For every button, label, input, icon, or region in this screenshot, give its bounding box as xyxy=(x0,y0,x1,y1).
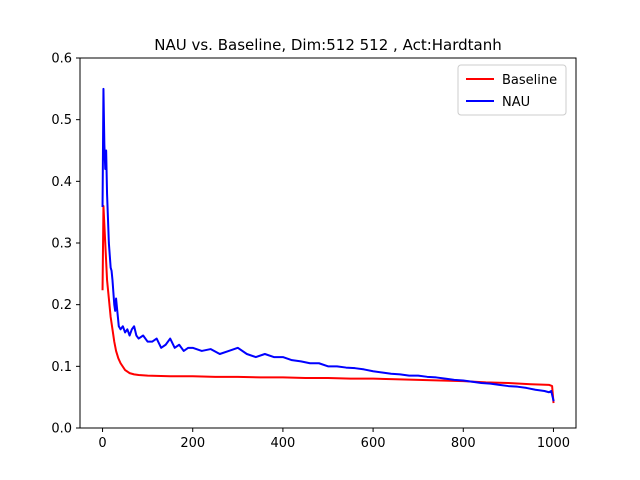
y-tick-label: 0.3 xyxy=(51,237,72,252)
x-tick-label: 1000 xyxy=(537,436,570,451)
x-tick-label: 200 xyxy=(180,436,205,451)
plot-area xyxy=(101,87,555,404)
legend-label-baseline: Baseline xyxy=(502,73,557,88)
y-tick-label: 0.6 xyxy=(51,52,72,67)
x-tick-label: 0 xyxy=(98,436,106,451)
axes: 0 200 400 600 800 1000 0.0 0.1 0.2 0.3 0.4 0.5 0.6 xyxy=(51,52,577,451)
y-tick-label: 0.1 xyxy=(51,360,72,375)
chart-title: NAU vs. Baseline, Dim:512 512 , Act:Hard… xyxy=(154,36,501,54)
x-tick-label: 400 xyxy=(270,436,295,451)
y-tick-label: 0.5 xyxy=(51,113,72,128)
x-tick-label: 600 xyxy=(361,436,386,451)
series-line-nau xyxy=(101,87,555,402)
legend-box xyxy=(457,64,567,116)
legend-label-nau: NAU xyxy=(502,95,530,110)
y-tick-label: 0.2 xyxy=(51,298,72,313)
legend: Baseline NAU xyxy=(457,64,567,116)
x-tick-label: 800 xyxy=(451,436,476,451)
y-tick-label: 0.4 xyxy=(51,175,72,190)
y-tick-label: 0.0 xyxy=(51,422,72,437)
